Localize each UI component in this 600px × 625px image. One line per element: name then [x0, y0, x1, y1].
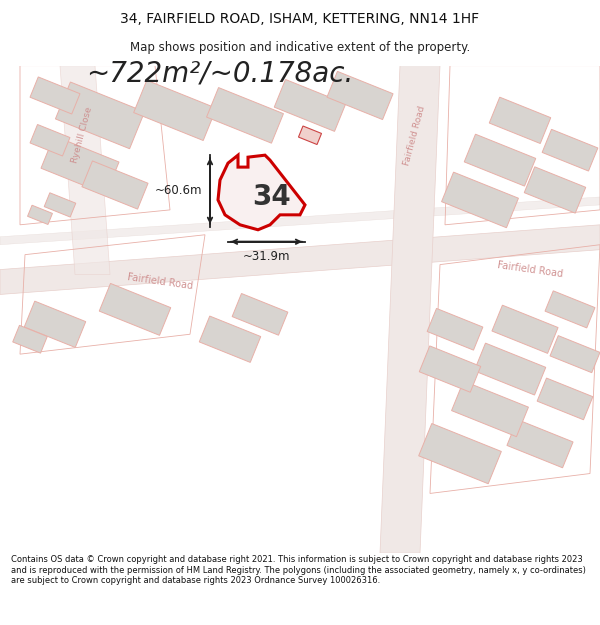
Polygon shape [507, 419, 573, 468]
Polygon shape [298, 126, 322, 144]
Text: Contains OS data © Crown copyright and database right 2021. This information is : Contains OS data © Crown copyright and d… [11, 555, 586, 585]
Polygon shape [427, 308, 483, 350]
Polygon shape [442, 172, 518, 227]
Polygon shape [0, 197, 600, 245]
Text: Map shows position and indicative extent of the property.: Map shows position and indicative extent… [130, 41, 470, 54]
Polygon shape [99, 283, 171, 336]
Polygon shape [474, 343, 546, 395]
Polygon shape [550, 336, 600, 372]
Text: Fairfield Road: Fairfield Road [127, 272, 193, 291]
Polygon shape [274, 79, 346, 131]
Polygon shape [134, 80, 217, 141]
Polygon shape [327, 71, 393, 119]
Polygon shape [419, 346, 481, 392]
Polygon shape [232, 294, 288, 335]
Polygon shape [524, 167, 586, 213]
Polygon shape [60, 66, 110, 274]
Polygon shape [13, 326, 47, 353]
Polygon shape [41, 136, 119, 194]
Polygon shape [537, 378, 593, 420]
Polygon shape [489, 97, 551, 144]
Polygon shape [545, 291, 595, 328]
Polygon shape [206, 88, 283, 143]
Polygon shape [55, 82, 145, 149]
Text: ~722m²/~0.178ac.: ~722m²/~0.178ac. [86, 59, 353, 88]
Polygon shape [0, 225, 600, 294]
Polygon shape [199, 316, 261, 362]
Polygon shape [419, 424, 502, 484]
Polygon shape [380, 66, 440, 553]
Text: Fairfield Road: Fairfield Road [403, 104, 427, 166]
Polygon shape [218, 155, 305, 230]
Polygon shape [24, 301, 86, 348]
Text: Ryehill Close: Ryehill Close [70, 106, 94, 164]
Polygon shape [30, 124, 70, 156]
Polygon shape [452, 381, 529, 437]
Text: 34: 34 [253, 183, 292, 211]
Polygon shape [492, 305, 558, 353]
Polygon shape [44, 192, 76, 217]
Polygon shape [464, 134, 536, 186]
Polygon shape [82, 161, 148, 209]
Text: Fairfield Road: Fairfield Road [497, 260, 563, 279]
Text: ~31.9m: ~31.9m [243, 249, 290, 262]
Polygon shape [542, 129, 598, 171]
Text: 34, FAIRFIELD ROAD, ISHAM, KETTERING, NN14 1HF: 34, FAIRFIELD ROAD, ISHAM, KETTERING, NN… [121, 12, 479, 26]
Polygon shape [28, 205, 52, 224]
Polygon shape [30, 77, 80, 114]
Text: ~60.6m: ~60.6m [155, 184, 202, 198]
